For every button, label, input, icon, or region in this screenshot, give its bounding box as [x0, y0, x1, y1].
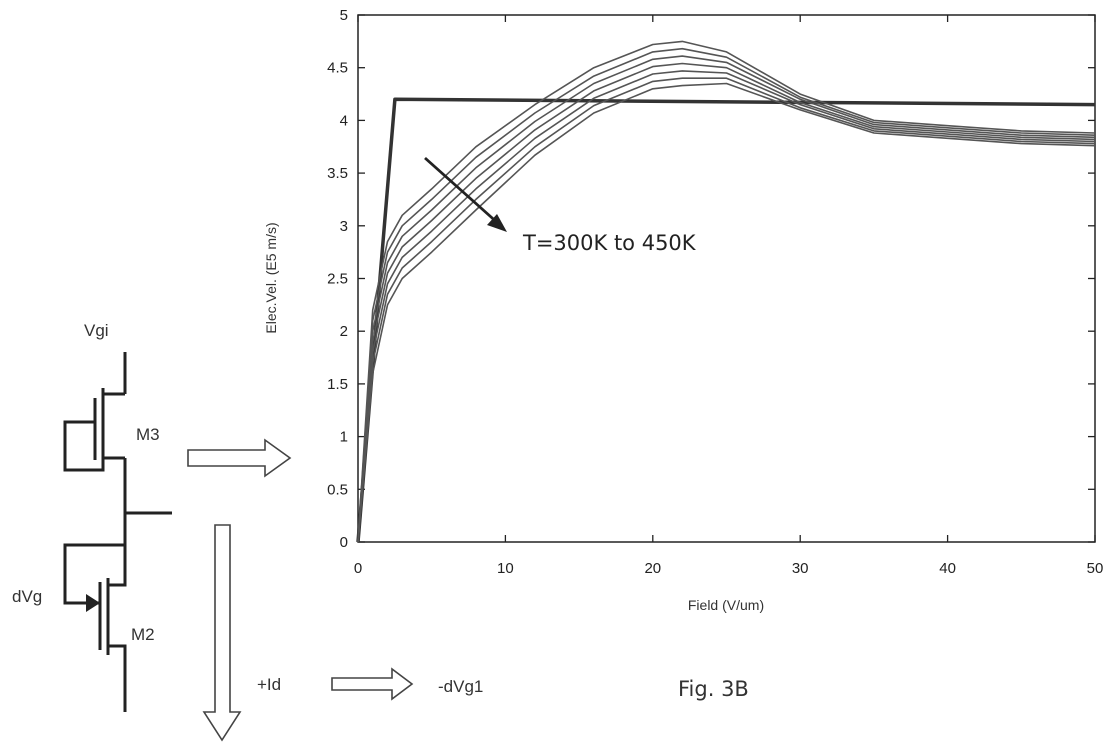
figure-caption: Fig. 3B	[678, 677, 749, 701]
y-tick-label: 3	[340, 218, 348, 235]
y-tick-label: 4.5	[327, 60, 348, 77]
x-tick-label: 0	[354, 560, 362, 577]
y-tick-label: 4	[340, 112, 348, 129]
temperature-curve-1	[358, 41, 1095, 542]
dvg-label: dVg	[12, 587, 42, 606]
small-right-hollow-arrow-icon	[332, 669, 412, 699]
x-tick-label: 50	[1087, 560, 1104, 577]
right-hollow-arrow-icon	[188, 440, 290, 476]
temperature-curve-6	[358, 78, 1095, 542]
m2-label: M2	[131, 625, 155, 644]
x-tick-label: 20	[644, 560, 661, 577]
tick-marks	[358, 15, 1095, 542]
y-tick-label: 2.5	[327, 271, 348, 288]
series-lines	[358, 41, 1095, 542]
ideal-velocity-line	[358, 99, 1095, 542]
y-tick-label: 0	[340, 534, 348, 551]
velocity-chart: 0 10 20 30 40 50 0 0.5 1 1.5 2 2.5 3 3.5 4 4.5 5 Field (…	[263, 7, 1103, 613]
x-tick-label: 10	[497, 560, 514, 577]
y-tick-label: 2	[340, 323, 348, 340]
temperature-curve-2	[358, 49, 1095, 542]
temperature-curve-4	[358, 64, 1095, 543]
y-tick-label: 0.5	[327, 481, 348, 498]
m2-gate-arrow-icon	[86, 594, 100, 612]
circuit-schematic	[65, 352, 172, 712]
m3-label: M3	[136, 425, 160, 444]
x-axis-label: Field (V/um)	[688, 597, 764, 613]
x-tick-label: 40	[939, 560, 956, 577]
y-axis-label: Elec.Vel. (E5 m/s)	[263, 222, 279, 333]
y-tick-label: 1.5	[327, 376, 348, 393]
temperature-curve-7	[358, 84, 1095, 543]
x-tick-label: 30	[792, 560, 809, 577]
tick-labels: 0 10 20 30 40 50 0 0.5 1 1.5 2 2.5 3 3.5 4 4.5 5	[327, 7, 1103, 577]
down-hollow-arrow-icon	[204, 525, 240, 740]
dvg1-label: -dVg1	[438, 677, 483, 696]
vgi-label: Vgi	[84, 321, 109, 340]
y-tick-label: 3.5	[327, 165, 348, 182]
plot-frame	[358, 15, 1095, 542]
y-tick-label: 5	[340, 7, 348, 24]
id-label: +Id	[257, 675, 281, 694]
y-tick-label: 1	[340, 429, 348, 446]
temperature-annotation: T=300K to 450K	[522, 231, 697, 255]
transistor-m3	[65, 388, 125, 470]
